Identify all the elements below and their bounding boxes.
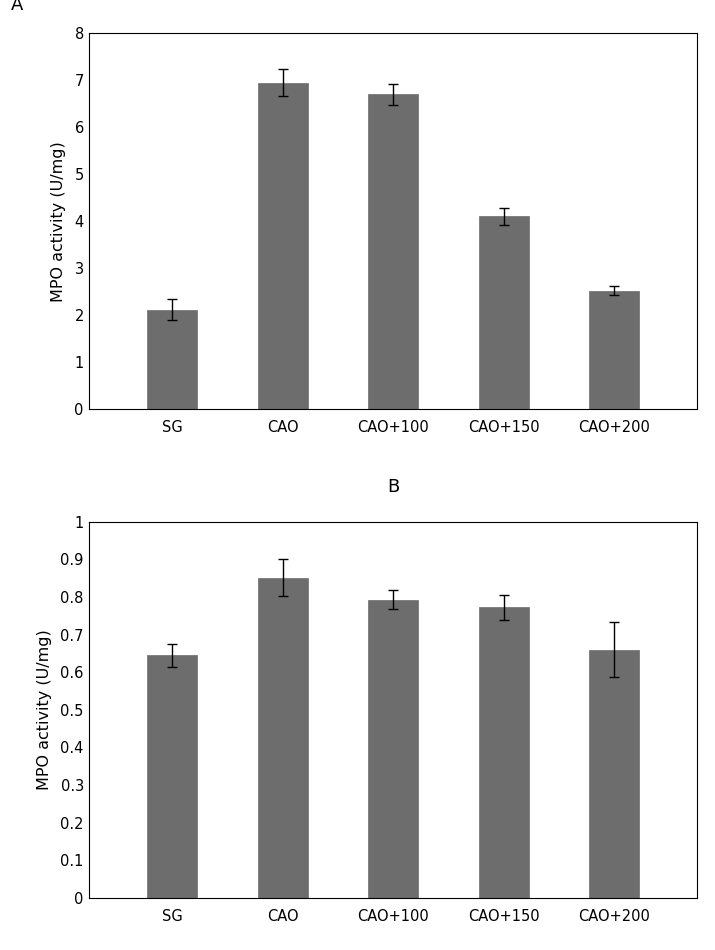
- Bar: [479, 607, 528, 898]
- Y-axis label: MPO activity (U/mg): MPO activity (U/mg): [37, 630, 52, 790]
- Bar: [589, 291, 639, 409]
- Bar: [589, 650, 639, 898]
- Bar: [368, 94, 418, 409]
- Bar: [479, 217, 528, 409]
- Y-axis label: MPO activity (U/mg): MPO activity (U/mg): [51, 141, 66, 301]
- Text: A: A: [10, 0, 23, 14]
- Text: B: B: [387, 478, 400, 496]
- Bar: [368, 599, 418, 898]
- Bar: [258, 578, 307, 898]
- Bar: [147, 310, 197, 409]
- Bar: [147, 656, 197, 898]
- Bar: [258, 83, 307, 409]
